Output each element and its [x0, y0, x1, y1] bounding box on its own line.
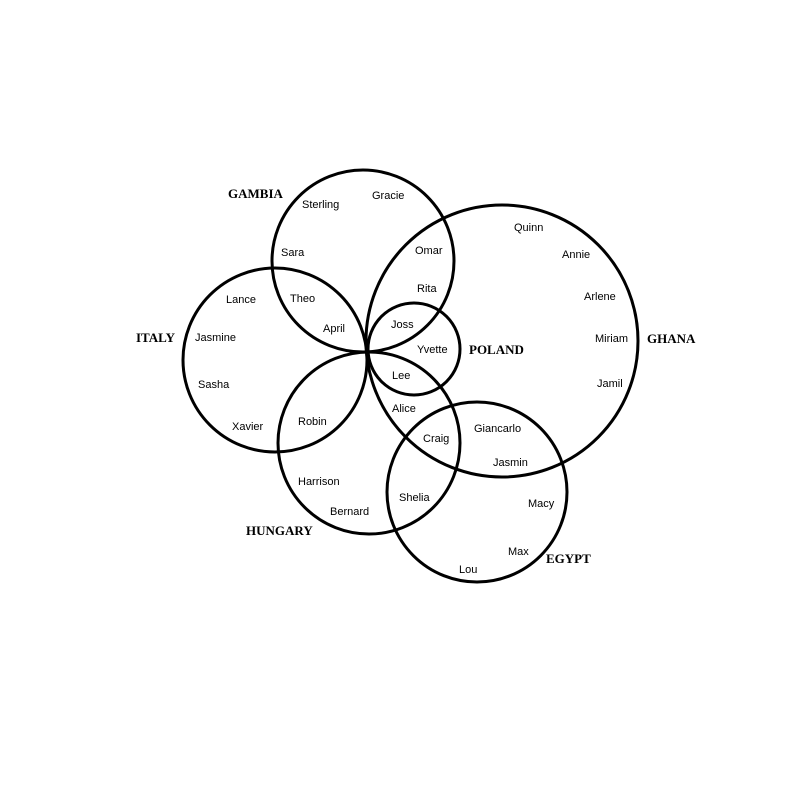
member-robin: Robin: [298, 416, 327, 428]
set-circle-italy: [181, 266, 369, 454]
member-sterling: Sterling: [302, 199, 339, 211]
set-circle-egypt: [385, 400, 569, 584]
member-sara: Sara: [281, 247, 305, 259]
member-joss: Joss: [391, 319, 414, 331]
set-label-gambia: GAMBIA: [228, 186, 284, 201]
member-sasha: Sasha: [198, 379, 230, 391]
member-quinn: Quinn: [514, 222, 543, 234]
member-annie: Annie: [562, 249, 590, 261]
member-arlene: Arlene: [584, 291, 616, 303]
member-max: Max: [508, 546, 529, 558]
member-theo: Theo: [290, 293, 315, 305]
set-label-poland: POLAND: [469, 342, 524, 357]
member-giancarlo: Giancarlo: [474, 423, 521, 435]
set-label-ghana: GHANA: [647, 331, 696, 346]
member-jasmine: Jasmine: [195, 332, 236, 344]
member-rita: Rita: [417, 283, 437, 295]
member-jamil: Jamil: [597, 378, 623, 390]
member-lou: Lou: [459, 564, 477, 576]
set-label-italy: ITALY: [136, 330, 176, 345]
member-alice: Alice: [392, 403, 416, 415]
member-omar: Omar: [415, 245, 443, 257]
member-shelia: Shelia: [399, 492, 430, 504]
member-april: April: [323, 323, 345, 335]
member-lance: Lance: [226, 294, 256, 306]
member-yvette: Yvette: [417, 344, 448, 356]
set-circle-poland: [366, 301, 462, 397]
member-jasmin: Jasmin: [493, 457, 528, 469]
member-gracie: Gracie: [372, 190, 404, 202]
member-miriam: Miriam: [595, 333, 628, 345]
set-circle-gambia: [270, 168, 456, 354]
member-harrison: Harrison: [298, 476, 340, 488]
member-craig: Craig: [423, 433, 449, 445]
set-circle-ghana: [364, 203, 640, 479]
member-lee: Lee: [392, 370, 410, 382]
member-macy: Macy: [528, 498, 555, 510]
member-xavier: Xavier: [232, 421, 264, 433]
member-bernard: Bernard: [330, 506, 369, 518]
set-label-hungary: HUNGARY: [246, 523, 313, 538]
set-label-egypt: EGYPT: [546, 551, 591, 566]
